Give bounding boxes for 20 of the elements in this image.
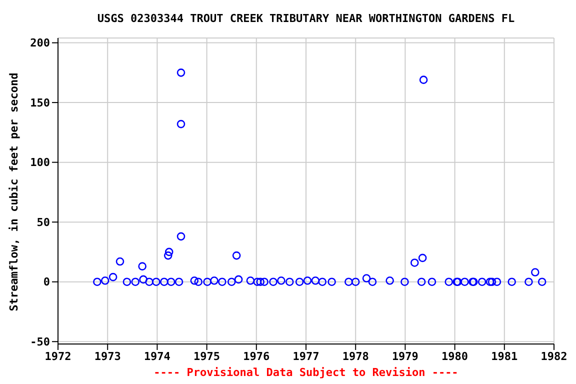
- x-tick-label: 1981: [491, 350, 518, 363]
- x-tick-label: 1972: [44, 350, 72, 363]
- y-tick-label: 50: [36, 216, 50, 229]
- x-tick-label: 1974: [144, 350, 171, 363]
- x-tick-label: 1982: [540, 350, 568, 363]
- y-tick-label: 200: [30, 36, 50, 50]
- x-tick-label: 1976: [243, 350, 270, 363]
- y-tick-label: 150: [30, 96, 50, 110]
- x-tick-label: 1973: [94, 350, 121, 363]
- x-tick-label: 1977: [292, 350, 320, 363]
- x-tick-label: 1980: [442, 350, 468, 363]
- x-tick-label: 1975: [194, 350, 220, 363]
- x-tick-label: 1978: [342, 350, 369, 363]
- y-axis-title: Streamflow, in cubic feet per second: [8, 72, 20, 312]
- x-tick-label: 1979: [392, 350, 418, 363]
- y-tick-label: -50: [30, 336, 50, 349]
- text: ---- Provisional Data Subject to Revision ----: [152, 366, 460, 380]
- y-tick-label: 100: [30, 156, 50, 170]
- y-tick-label: 0: [43, 276, 50, 289]
- chart-title: USGS 02303344 TROUT CREEK TRIBUTARY NEAR WORTHINGTON GARDENS FL: [96, 12, 516, 25]
